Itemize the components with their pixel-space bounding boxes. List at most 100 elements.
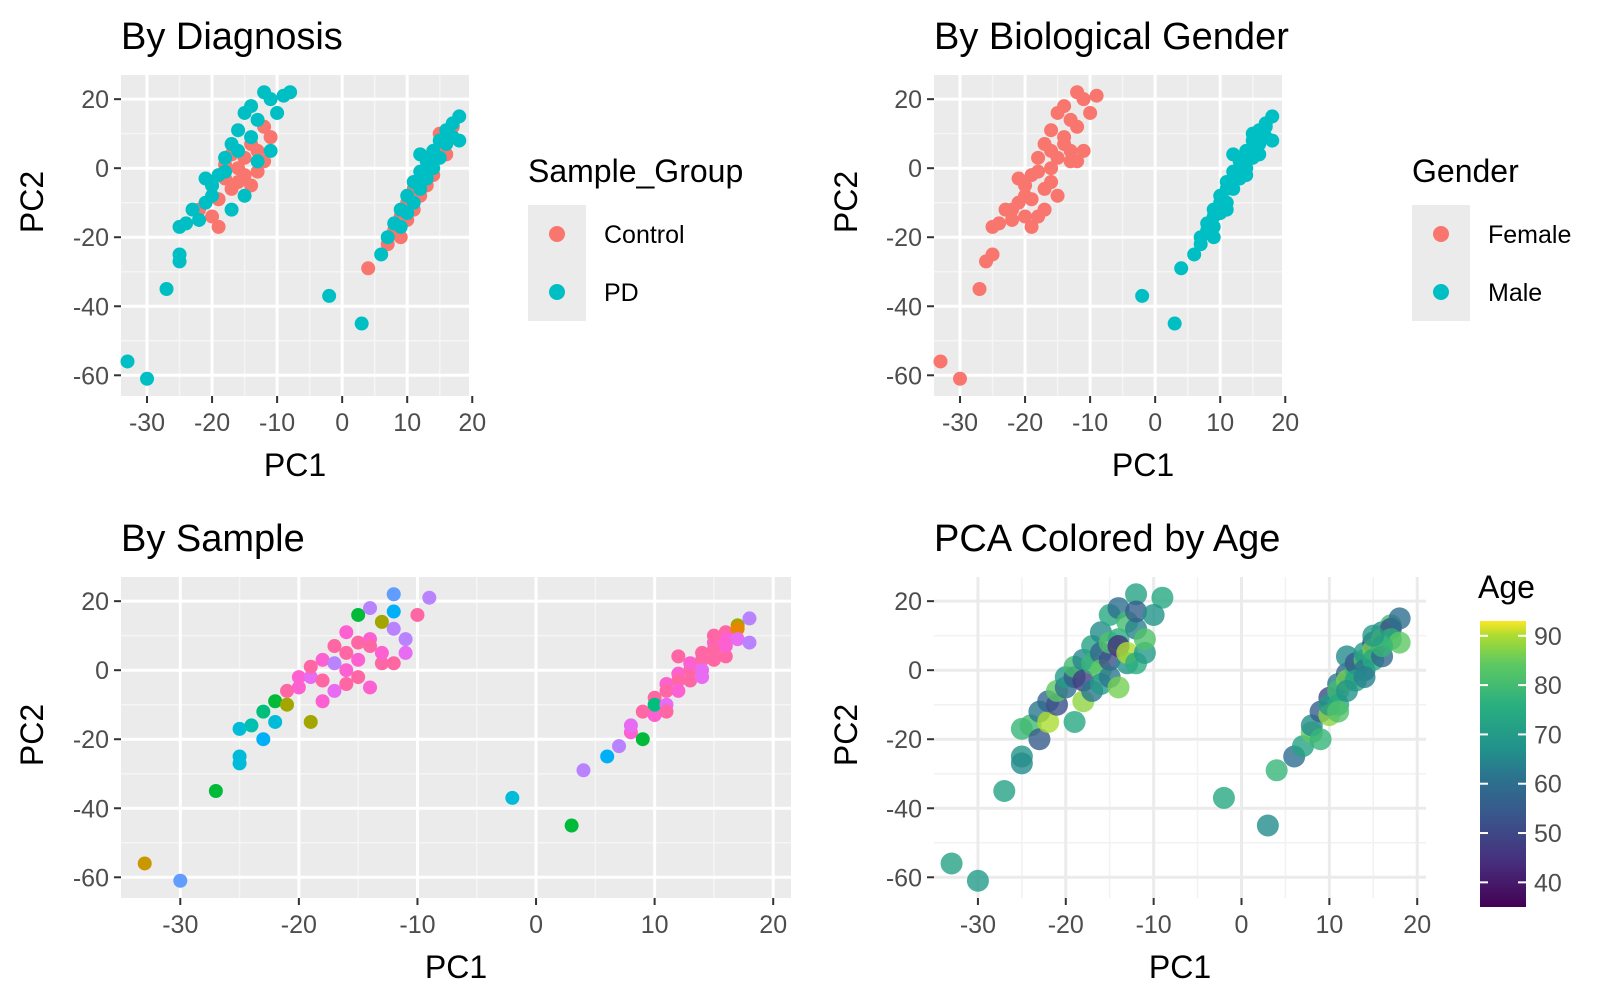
- plot-panel: [934, 577, 1426, 898]
- y-tick-label: -60: [73, 864, 109, 892]
- data-point: [363, 639, 378, 654]
- data-point: [1125, 583, 1148, 606]
- gridlines: [934, 577, 1426, 898]
- data-point: [612, 739, 627, 754]
- data-point-pd: [231, 143, 246, 158]
- data-point-pd: [380, 230, 395, 245]
- data-point-pd: [179, 216, 194, 231]
- y-tick-label: -60: [886, 864, 922, 892]
- data-point: [232, 721, 247, 736]
- data-point-male: [1239, 168, 1254, 183]
- data-point-pd: [354, 316, 369, 331]
- x-axis-label: PC1: [264, 447, 326, 483]
- data-point-female: [972, 282, 987, 296]
- data-point-male: [1265, 109, 1280, 124]
- legend-label-control: Control: [604, 221, 685, 249]
- data-point-pd: [244, 130, 259, 145]
- data-point-pd: [413, 147, 428, 162]
- data-point-pd: [218, 164, 233, 179]
- data-point-female: [1024, 192, 1039, 207]
- data-point: [600, 749, 615, 764]
- data-point-female: [985, 247, 1000, 262]
- data-point-pd: [120, 354, 135, 369]
- data-point: [1212, 786, 1235, 809]
- data-point: [1265, 759, 1288, 782]
- data-point: [623, 718, 638, 733]
- y-tick-label: 0: [95, 657, 109, 685]
- data-point-female: [1063, 143, 1078, 158]
- x-tick-label: 20: [1271, 409, 1299, 437]
- data-point-male: [1245, 126, 1260, 141]
- data-point: [339, 663, 354, 678]
- data-points: [933, 85, 1280, 386]
- data-point: [351, 607, 366, 622]
- data-point: [742, 635, 757, 650]
- data-point: [291, 670, 306, 685]
- data-point: [647, 697, 662, 712]
- data-point-female: [1005, 202, 1020, 217]
- legend-key-control: [549, 226, 565, 242]
- data-point-control: [205, 209, 220, 224]
- y-tick-label: -40: [73, 293, 109, 321]
- x-tick-label: -10: [1136, 911, 1172, 939]
- data-point-pd: [185, 202, 200, 217]
- data-point-female: [1044, 123, 1059, 138]
- y-tick-label: -60: [73, 362, 109, 390]
- data-point-female: [1044, 161, 1059, 176]
- data-point: [232, 756, 247, 771]
- data-point: [671, 673, 686, 688]
- data-point-female: [1018, 209, 1033, 224]
- x-tick-label: 20: [458, 409, 486, 437]
- y-tick-label: -60: [886, 362, 922, 390]
- x-axis-label: PC1: [1112, 447, 1174, 483]
- data-point: [339, 677, 354, 691]
- data-point: [1362, 624, 1385, 647]
- data-point: [410, 607, 425, 622]
- data-point-male: [1226, 147, 1241, 162]
- data-point: [635, 732, 650, 747]
- data-point: [137, 856, 152, 871]
- legend-title: Gender: [1412, 153, 1519, 189]
- data-point-male: [1193, 237, 1208, 252]
- data-point-pd: [419, 171, 434, 186]
- panel-title: By Biological Gender: [934, 16, 1289, 58]
- y-tick-label: 20: [894, 86, 922, 114]
- x-tick-label: 20: [1403, 911, 1431, 939]
- legend-key-bg: [1412, 205, 1470, 321]
- x-tick-label: 10: [641, 911, 669, 939]
- data-point: [386, 656, 401, 671]
- data-point: [315, 694, 330, 709]
- data-point: [351, 652, 366, 667]
- data-points: [940, 583, 1411, 892]
- legend-label-pd: PD: [604, 279, 639, 307]
- axes: -30 -20 -10 0 10 20 20 0 -20 -40 -60: [886, 588, 1431, 939]
- data-point: [1335, 679, 1358, 702]
- data-point-pd: [393, 219, 408, 234]
- data-point-male: [1135, 288, 1150, 303]
- axes: -30 -20 -10 0 10 20 20 0 -20 -40 -60: [73, 588, 787, 939]
- colorbar-tick-label: 90: [1534, 623, 1562, 651]
- data-point-control: [250, 143, 265, 158]
- data-point-female: [953, 371, 968, 386]
- data-point: [706, 652, 721, 667]
- data-point-male: [1174, 261, 1189, 276]
- y-tick-label: 20: [81, 588, 109, 616]
- legend-key-female: [1433, 226, 1449, 242]
- x-tick-label: -30: [129, 409, 165, 437]
- data-point-male: [1239, 150, 1254, 165]
- data-point: [280, 697, 295, 712]
- axes: -30 -20 -10 0 10 20 20 0 -20 -40 -60: [73, 86, 486, 437]
- data-point-pd: [270, 105, 285, 120]
- data-point: [374, 614, 389, 629]
- x-tick-label: 10: [1315, 911, 1343, 939]
- data-point-female: [1070, 119, 1085, 134]
- colorbar-tick-label: 60: [1534, 771, 1562, 799]
- data-point: [1010, 752, 1033, 775]
- colorbar: [1480, 621, 1526, 907]
- legend-label-male: Male: [1488, 279, 1542, 307]
- data-point-pd: [406, 195, 421, 210]
- x-tick-label: -30: [162, 911, 198, 939]
- data-point: [706, 642, 721, 657]
- data-point-male: [1226, 171, 1241, 186]
